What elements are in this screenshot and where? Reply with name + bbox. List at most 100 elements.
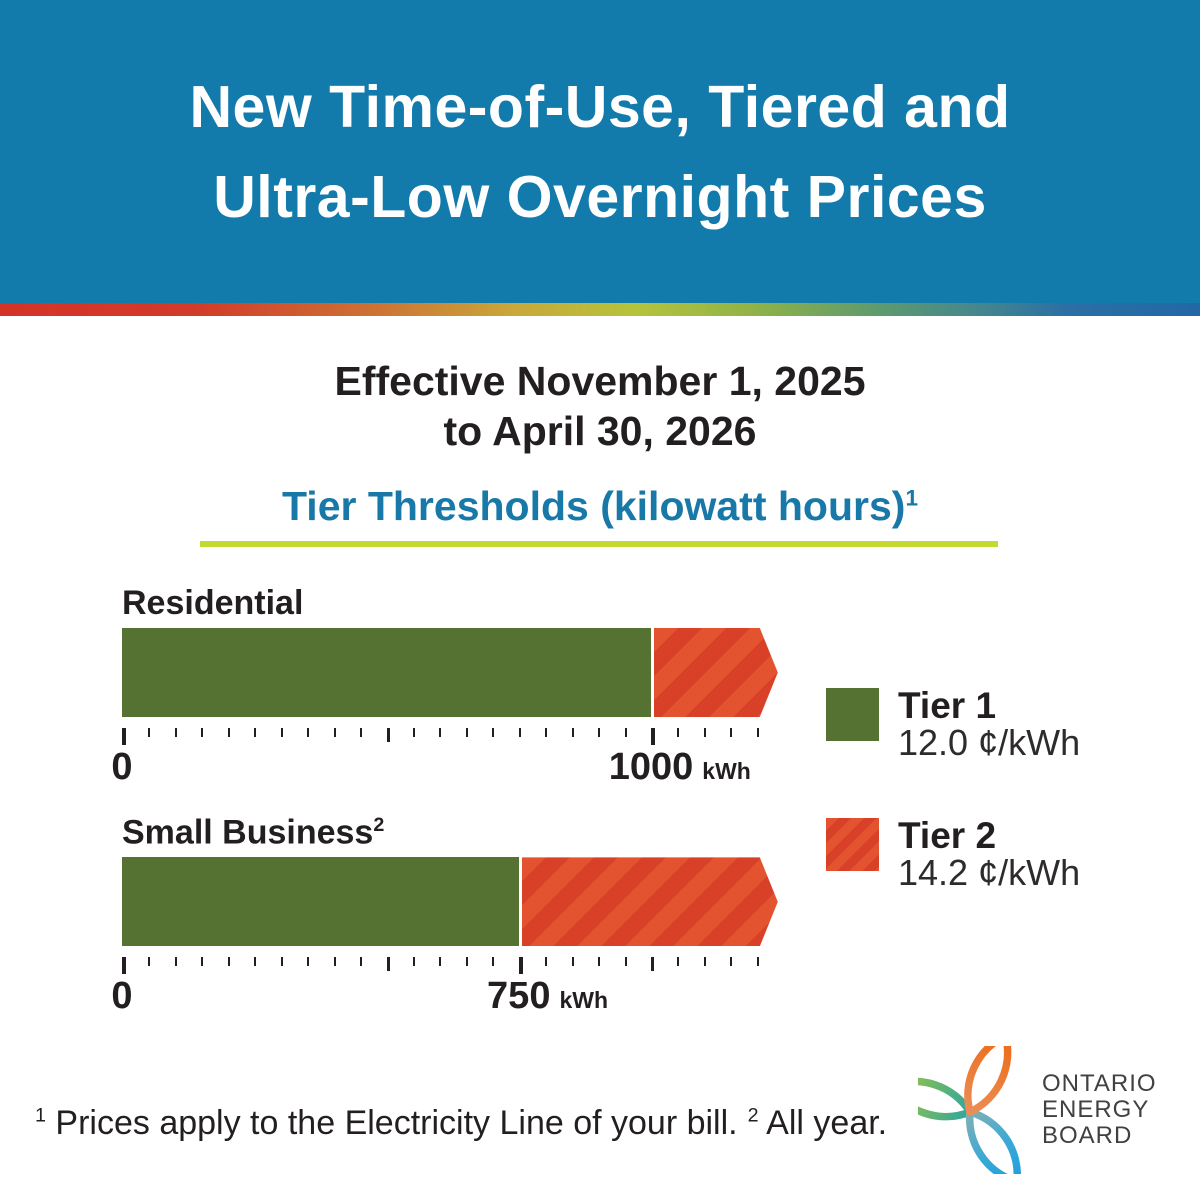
bar-row-residential [122,628,942,717]
axis-tick [360,728,363,737]
axis-tick [148,728,151,737]
oeb-logo: ONTARIO ENERGY BOARD [918,1046,1157,1174]
axis-tick [386,728,390,742]
blue-petal [965,1108,1022,1174]
bar-group-residential: Residential 0 1000 kWh [111,584,942,788]
axis-tick [439,728,442,737]
axis-tick-label: 1000 kWh [608,746,751,788]
axis-tick [598,957,601,967]
axis-tick [545,728,548,737]
axis-tick [465,957,468,967]
axis-tick-label: 750 kWh [487,975,609,1018]
axis-tick [756,957,759,967]
header-banner: New Time-of-Use, Tiered and Ultra-Low Ov… [0,0,1200,303]
legend-item-tier-1: Tier 1 12.0 ¢/kWh [826,685,1081,763]
logo-line-ontario: ONTARIO [1042,1070,1157,1097]
legend-text-tier-1: Tier 1 12.0 ¢/kWh [898,685,1081,763]
axis-tick [227,957,230,967]
logo-line-board: BOARD [1042,1122,1133,1149]
axis-tick [307,957,310,967]
axis-tick [677,957,680,967]
section-title: Tier Thresholds (kilowatt hours)1 [0,483,1200,530]
axis-tick [122,728,126,745]
axis-tick [174,957,177,967]
axis-tick-label: 0 [111,975,133,1018]
axis-tick [174,728,177,737]
axis-tick [703,728,706,737]
axis-tick [227,728,230,737]
legend-price: 14.2 ¢/kWh [898,852,1081,893]
footnote-superscript-2: 2 [747,1104,759,1127]
axis-tick [386,957,390,972]
axis-tick [518,728,521,737]
tier2-bar-segment [522,857,778,946]
axis-tick [571,957,574,967]
bar-label-residential: Residential [122,584,304,622]
tier2-bar-segment [654,628,778,717]
oeb-trillium-icon [918,1046,1022,1174]
footnote: 1 Prices apply to the Electricity Line o… [35,1104,887,1143]
axis-tick [492,957,495,967]
axis-tick [756,728,759,737]
axis-tick [730,728,733,737]
axis-tick [254,957,257,967]
axis-tick [598,728,601,737]
bar-label-small-business: Small Business2 [122,813,385,852]
axis-tick [122,957,126,975]
footnote-superscript-1: 1 [35,1104,46,1127]
axis-tick [730,957,733,967]
legend-text-tier-2: Tier 2 14.2 ¢/kWh [898,815,1081,893]
axis-tick [201,728,204,737]
footnote-text-2: All year. [766,1104,888,1142]
legend-price: 12.0 ¢/kWh [898,722,1081,763]
axis-tick [677,728,680,737]
axis-tick [280,957,283,967]
axis-tick [307,728,310,737]
section-underline [200,541,998,547]
effective-date-line1: Effective November 1, 2025 [334,358,866,404]
bar-row-small-business [122,857,942,947]
rainbow-divider [0,303,1200,316]
axis-tick [571,728,574,737]
axis-tick [703,957,706,967]
axis-ruler-small-business [122,957,942,975]
axis-tick [148,957,151,967]
logo-line-energy: ENERGY [1042,1096,1150,1123]
axis-tick [624,957,627,967]
axis-tick [651,957,654,972]
axis-ruler-residential [122,728,942,745]
effective-date-line2: to April 30, 2026 [443,408,757,454]
oeb-logo-text: ONTARIO ENERGY BOARD [1042,1071,1157,1149]
legend-label: Tier 2 [898,815,997,856]
tier1-bar-segment [122,628,651,717]
axis-tick [201,957,204,967]
axis-tick [280,728,283,737]
footnote-text-1: Prices apply to the Electricity Line of … [55,1104,738,1142]
page-title-line2: Ultra-Low Overnight Prices [213,164,987,230]
legend-label: Tier 1 [898,685,997,726]
bar-label-superscript: 2 [373,814,385,836]
axis-tick [439,957,442,967]
axis-tick [545,957,548,967]
axis-unit-label: kWh [702,758,751,784]
axis-tick [465,728,468,737]
orange-petal [964,1046,1012,1116]
axis-tick [333,957,336,967]
axis-tick [333,728,336,737]
effective-dates: Effective November 1, 2025 to April 30, … [0,356,1200,456]
green-petal [918,1077,974,1121]
bar-group-small-business: Small Business2 0 750 kWh [111,807,942,1018]
legend-swatch-tier-1 [826,688,879,741]
section-title-text: Tier Thresholds (kilowatt hours) [282,483,906,529]
axis-tick [254,728,257,737]
axis-labels-small-business: 0 750 kWh [111,975,942,1018]
axis-tick [412,957,415,967]
axis-tick [492,728,495,737]
axis-tick [360,957,363,967]
axis-labels-residential: 0 1000 kWh [111,746,942,788]
section-title-superscript: 1 [905,485,918,511]
page-title-line1: New Time-of-Use, Tiered and [189,74,1011,140]
tier1-bar-segment [122,857,519,947]
axis-tick [624,728,627,737]
